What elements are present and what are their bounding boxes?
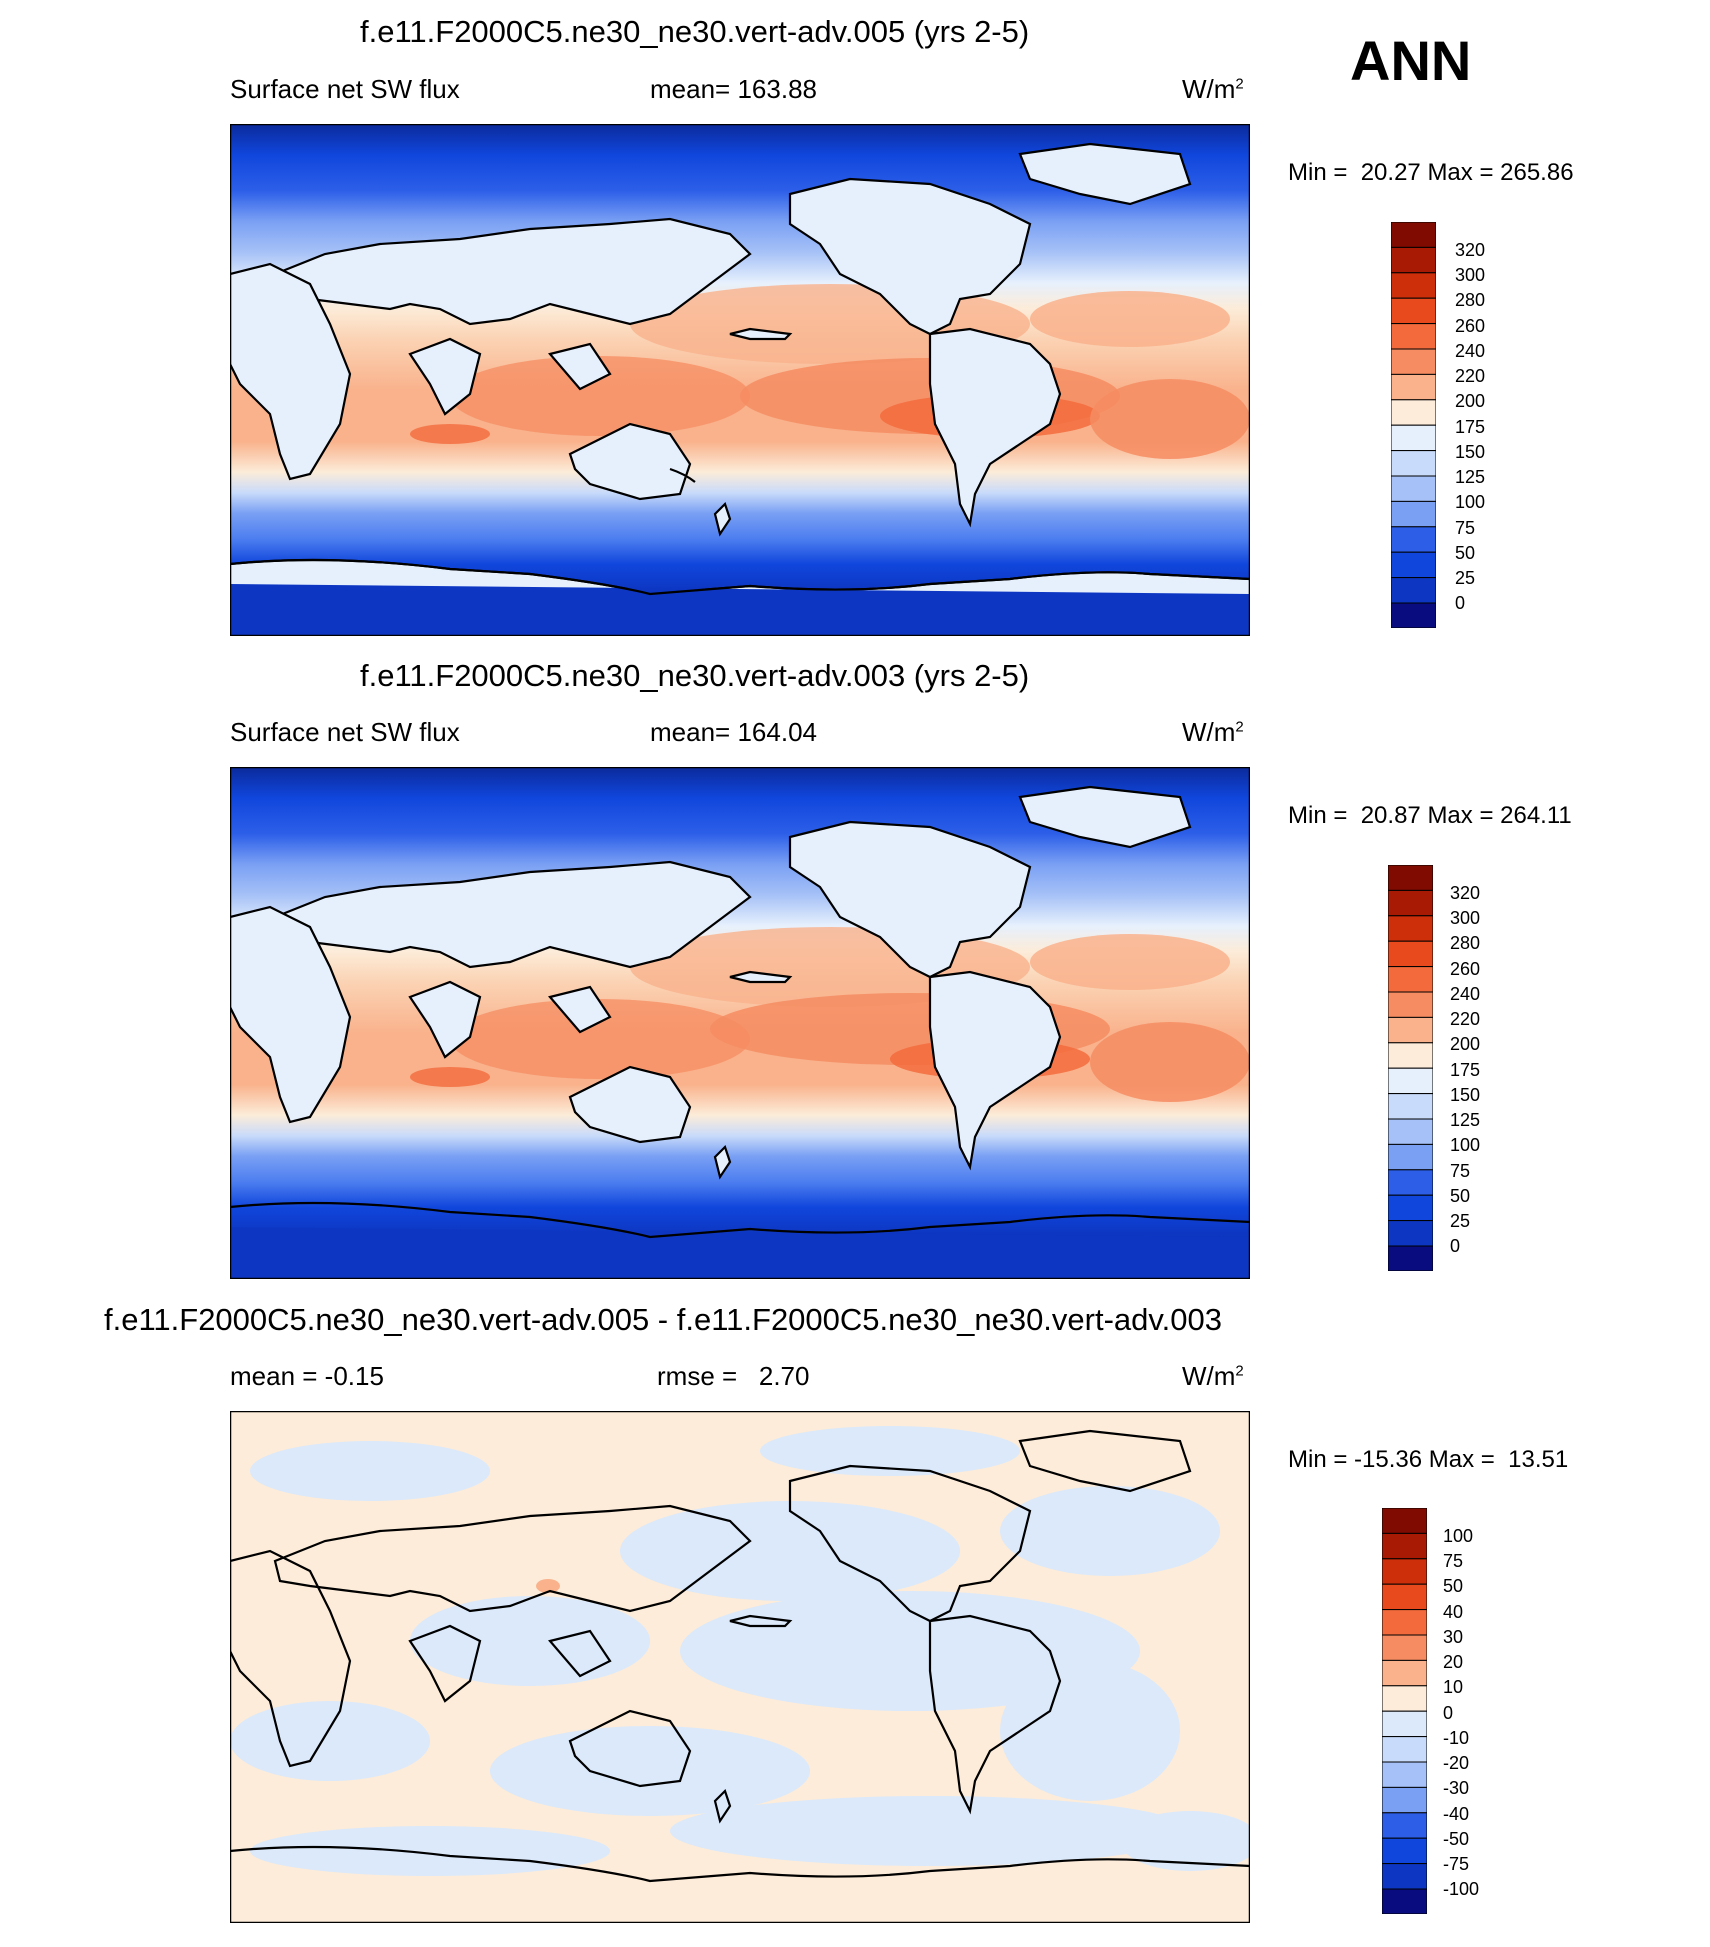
panel-3-minmax: Min = -15.36 Max = 13.51 [1288, 1446, 1569, 1473]
colorbar-label: 220 [1455, 366, 1486, 386]
colorbar-label: 125 [1450, 1110, 1481, 1130]
colorbar-label: 220 [1450, 1009, 1481, 1029]
colorbar-label: 0 [1455, 593, 1466, 613]
colorbar-label: 150 [1450, 1085, 1481, 1105]
colorbar-label: -100 [1443, 1879, 1480, 1899]
colorbar-label: 100 [1443, 1526, 1474, 1546]
panel-1-units: W/m2 [1182, 74, 1244, 104]
colorbar-label: 280 [1455, 290, 1486, 310]
colorbar-label: -30 [1443, 1778, 1470, 1798]
panel-1-map [230, 124, 1250, 636]
panel-3-map [230, 1411, 1250, 1923]
colorbar-label: 240 [1455, 341, 1486, 361]
colorbar-label: 50 [1455, 543, 1476, 563]
colorbar-label: 20 [1443, 1652, 1464, 1672]
colorbar-label: 200 [1450, 1034, 1481, 1054]
colorbar-label: 240 [1450, 984, 1481, 1004]
colorbar-label: 40 [1443, 1602, 1464, 1622]
colorbar-label: 50 [1450, 1186, 1471, 1206]
panel-2-colorbar [1388, 865, 1433, 1271]
colorbar-label: 320 [1455, 240, 1486, 260]
colorbar-label: -40 [1443, 1804, 1470, 1824]
colorbar-label: 175 [1455, 417, 1486, 437]
colorbar-label: 25 [1450, 1211, 1471, 1231]
colorbar-label: -75 [1443, 1854, 1470, 1874]
colorbar-label: 300 [1455, 265, 1486, 285]
colorbar-label: 25 [1455, 568, 1476, 588]
colorbar-label: 280 [1450, 933, 1481, 953]
panel-3-colorbar [1382, 1508, 1427, 1914]
panel-1-colorbar [1391, 222, 1436, 628]
panel-1-mean: mean= 163.88 [650, 74, 817, 104]
colorbar-label: 75 [1450, 1161, 1471, 1181]
colorbar-label: 50 [1443, 1576, 1464, 1596]
panel-1-variable-label: Surface net SW flux [230, 74, 460, 104]
panel-2-minmax: Min = 20.87 Max = 264.11 [1288, 802, 1572, 829]
colorbar-label: 200 [1455, 391, 1486, 411]
season-label: ANN [1350, 29, 1472, 92]
colorbar-label: 300 [1450, 908, 1481, 928]
panel-2-variable-label: Surface net SW flux [230, 717, 460, 747]
panel-2-units: W/m2 [1182, 717, 1244, 747]
colorbar-label: 260 [1450, 959, 1481, 979]
panel-2-colorbar-labels: 320 300 280 260 240 220 200 175 150 125 … [1450, 883, 1510, 1263]
colorbar-label: 125 [1455, 467, 1486, 487]
panel-2-map [230, 767, 1250, 1279]
colorbar-label: 100 [1450, 1135, 1481, 1155]
panel-3-title: f.e11.F2000C5.ne30_ne30.vert-adv.005 - f… [104, 1302, 1222, 1337]
colorbar-label: 0 [1443, 1703, 1454, 1723]
panel-3-rmse: rmse = 2.70 [657, 1361, 810, 1391]
colorbar-label: 30 [1443, 1627, 1464, 1647]
colorbar-label: -10 [1443, 1728, 1470, 1748]
panel-2-title: f.e11.F2000C5.ne30_ne30.vert-adv.003 (yr… [360, 658, 1030, 693]
panel-1-minmax: Min = 20.27 Max = 265.86 [1288, 159, 1574, 186]
colorbar-label: -50 [1443, 1829, 1470, 1849]
colorbar-label: 0 [1450, 1236, 1461, 1256]
colorbar-label: 175 [1450, 1060, 1481, 1080]
colorbar-label: 10 [1443, 1677, 1464, 1697]
panel-3-units: W/m2 [1182, 1361, 1244, 1391]
colorbar-label: 260 [1455, 316, 1486, 336]
panel-2-mean: mean= 164.04 [650, 717, 817, 747]
colorbar-label: 100 [1455, 492, 1486, 512]
colorbar-label: 75 [1443, 1551, 1464, 1571]
panel-1-colorbar-labels: 320 300 280 260 240 220 200 175 150 125 … [1455, 240, 1515, 620]
panel-1-title: f.e11.F2000C5.ne30_ne30.vert-adv.005 (yr… [360, 14, 1030, 49]
panel-3-mean: mean = -0.15 [230, 1361, 384, 1391]
colorbar-label: 150 [1455, 442, 1486, 462]
colorbar-label: 75 [1455, 518, 1476, 538]
panel-3-colorbar-labels: 100 75 50 40 30 20 10 0 -10 -20 -30 -40 … [1443, 1526, 1513, 1906]
colorbar-label: 320 [1450, 883, 1481, 903]
colorbar-label: -20 [1443, 1753, 1470, 1773]
